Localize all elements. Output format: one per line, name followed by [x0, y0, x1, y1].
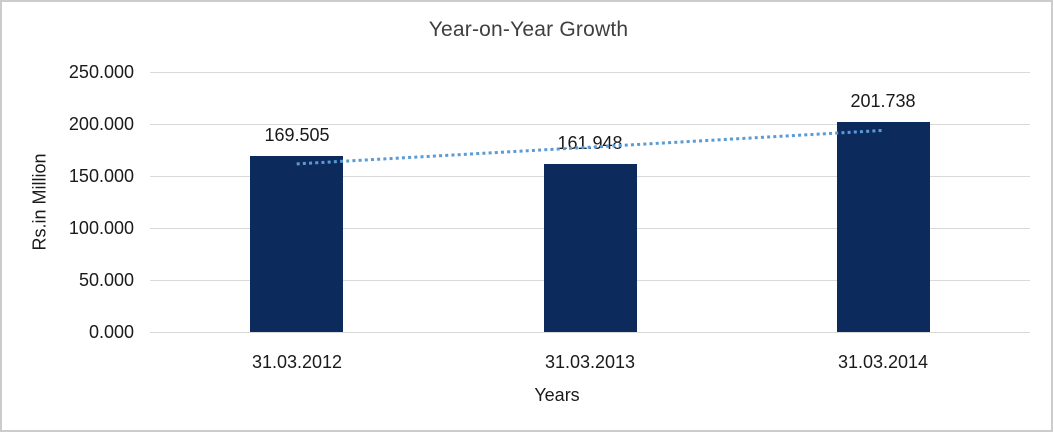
y-tick-label: 250.000 — [68, 62, 134, 82]
bar-value-label: 169.505 — [264, 125, 330, 145]
y-tick-label: 100.000 — [68, 218, 134, 238]
plot-area: 169.505 161.948 201.738 — [150, 72, 1030, 333]
bar-31.03.2014 — [837, 122, 930, 332]
gridline — [150, 124, 1030, 125]
x-category-label: 31.03.2013 — [544, 352, 636, 372]
y-tick-label: 200.000 — [68, 114, 134, 134]
gridline — [150, 332, 1030, 333]
bar-value-label: 201.738 — [850, 91, 916, 111]
x-category-label: 31.03.2012 — [251, 352, 343, 372]
x-category-label: 31.03.2014 — [837, 352, 929, 372]
y-tick-label: 0.000 — [88, 322, 134, 342]
gridline — [150, 72, 1030, 73]
bar-31.03.2013 — [544, 164, 637, 332]
chart-title: Year-on-Year Growth — [428, 18, 629, 41]
y-tick-label: 50.000 — [78, 270, 134, 290]
x-axis-title: Years — [534, 385, 580, 405]
bar-31.03.2012 — [250, 156, 343, 332]
bar-value-label: 161.948 — [557, 133, 623, 153]
y-tick-label: 150.000 — [68, 166, 134, 186]
